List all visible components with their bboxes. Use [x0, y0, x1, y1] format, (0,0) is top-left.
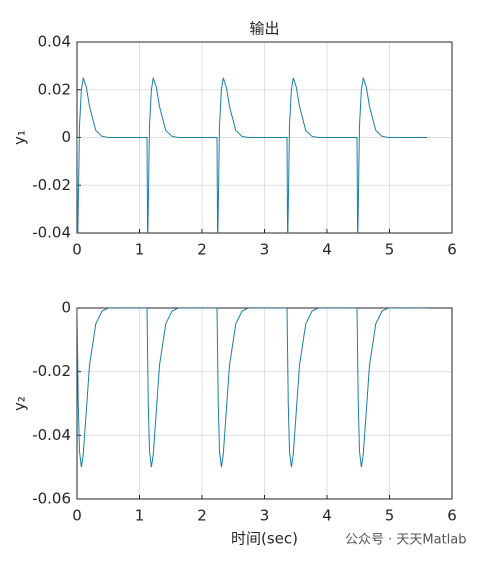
x-tick-label: 4 [322, 241, 332, 259]
x-tick-label: 1 [135, 241, 145, 259]
y-tick-label: 0.04 [38, 33, 71, 51]
series-line [77, 77, 427, 233]
y-tick-label: -0.04 [32, 426, 71, 444]
watermark: 公众号 · 天天Matlab [345, 533, 467, 548]
y-axis-label: y₁ [11, 130, 29, 145]
chart-title: 输出 [249, 20, 279, 38]
x-tick-label: 4 [322, 507, 332, 525]
x-tick-label: 5 [385, 507, 395, 525]
y-tick-label: 0.02 [38, 80, 71, 98]
y-tick-label: -0.02 [32, 176, 71, 194]
x-tick-label: 3 [260, 241, 270, 259]
x-tick-label: 6 [447, 507, 457, 525]
y-tick-label: -0.06 [32, 490, 71, 508]
x-tick-label: 2 [197, 507, 207, 525]
x-tick-label: 0 [72, 241, 82, 259]
x-tick-label: 0 [72, 507, 82, 525]
x-tick-label: 2 [197, 241, 207, 259]
x-tick-label: 5 [385, 241, 395, 259]
y-tick-label: 0 [61, 128, 71, 146]
x-tick-label: 6 [447, 241, 457, 259]
x-tick-label: 1 [135, 507, 145, 525]
series-line [77, 308, 427, 468]
y-tick-label: 0 [61, 299, 71, 317]
x-axis-label: 时间(sec) [231, 530, 298, 548]
y-axis-label: y₂ [11, 396, 29, 411]
y-tick-label: -0.02 [32, 362, 71, 380]
y-tick-label: -0.04 [32, 224, 71, 242]
x-tick-label: 3 [260, 507, 270, 525]
